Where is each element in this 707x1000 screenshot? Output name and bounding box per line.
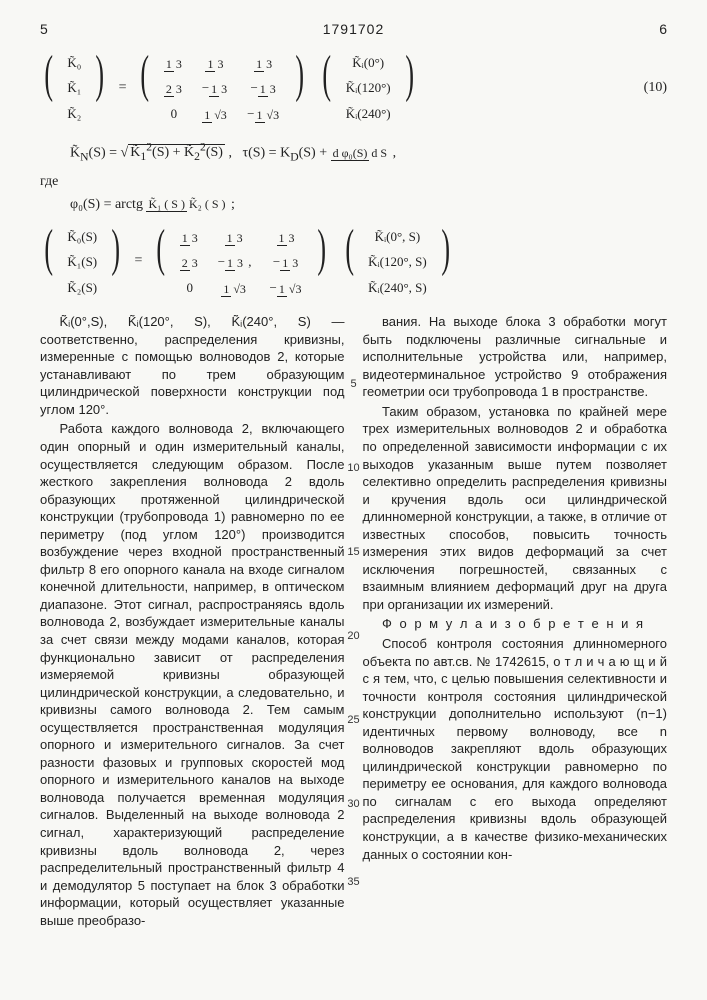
equation-matrix-2: ( K̃₀(S)K̃₁(S)K̃₂(S) ) = ( 131313 23−13 … [40,223,667,302]
body-para: Работа каждого волновода 2, включающего … [40,420,345,929]
body-para: Таким образом, установка по крайней мере… [363,403,668,614]
body-para: вания. На выходе блока 3 обработки могут… [363,313,668,401]
body-para: K̃ᵢ(0°,S), K̃ᵢ(120°, S), K̃ᵢ(240°, S) — … [40,313,345,418]
left-column: K̃ᵢ(0°,S), K̃ᵢ(120°, S), K̃ᵢ(240°, S) — … [40,313,345,931]
where-label: где [40,173,667,192]
page-col-left: 5 [40,20,48,39]
equation-number: (10) [644,79,667,98]
claim-text: Способ контроля состояния длинномерного … [363,635,668,863]
page-header: 5 1791702 6 [40,20,667,39]
body-columns: K̃ᵢ(0°,S), K̃ᵢ(120°, S), K̃ᵢ(240°, S) — … [40,313,667,931]
equation-kn: K̃N(S) = √K̃12(S) + K̃22(S) , τ(S) = KD(… [70,140,667,165]
claims-heading: Ф о р м у л а и з о б р е т е н и я [363,615,668,633]
equation-phi: φ₀(S) = arctg K̃₁ ( S )K̃₂ ( S ) ; [70,196,667,215]
document-number: 1791702 [48,20,659,39]
page-col-right: 6 [659,20,667,39]
right-column: вания. На выходе блока 3 обработки могут… [363,313,668,931]
equation-10: ( K̃₀K̃₁K̃₂ ) = ( 131313 23−13−13 01√3−1… [40,49,667,128]
